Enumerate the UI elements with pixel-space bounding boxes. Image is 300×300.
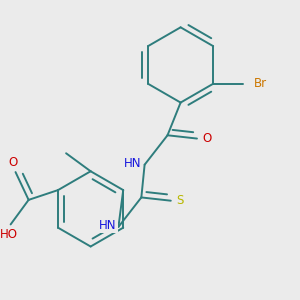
Text: O: O bbox=[202, 132, 212, 145]
Text: S: S bbox=[176, 194, 184, 207]
Text: O: O bbox=[8, 156, 17, 170]
Text: HN: HN bbox=[99, 219, 117, 232]
Text: Br: Br bbox=[254, 77, 266, 90]
Text: HN: HN bbox=[124, 157, 141, 169]
Text: HO: HO bbox=[0, 228, 18, 241]
